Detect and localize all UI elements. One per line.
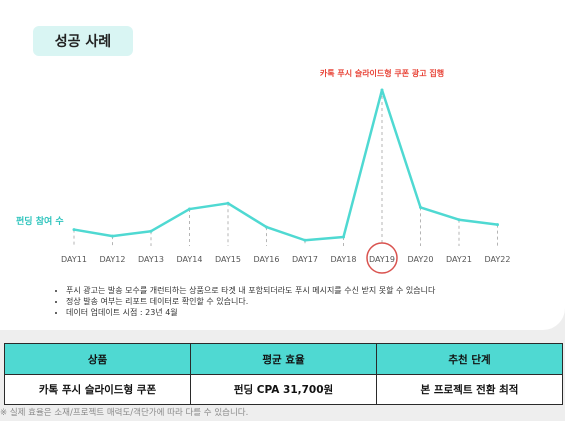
section-title: 성공 사례 [33, 26, 133, 56]
summary-table-wrap: 상품 평균 효율 추천 단계 카톡 푸시 슬라이드형 쿠폰 펀딩 CPA 31,… [4, 343, 563, 405]
data-point [457, 218, 461, 222]
x-tick-label: DAY20 [408, 255, 434, 264]
data-point [419, 205, 422, 209]
note-item: 푸시 광고는 발송 모수를 개런티하는 상품으로 타겟 내 포함되더라도 푸시 … [66, 285, 435, 296]
data-point [72, 228, 76, 232]
cell-product: 카톡 푸시 슬라이드형 쿠폰 [4, 374, 191, 405]
x-tick-label: DAY14 [177, 255, 203, 264]
y-axis-label: 펀딩 참여 수 [16, 215, 64, 227]
x-tick-label: DAY12 [100, 255, 126, 264]
table-header-row: 상품 평균 효율 추천 단계 [4, 343, 563, 375]
data-point [496, 223, 499, 227]
x-tick-label: DAY18 [331, 255, 357, 264]
data-point [111, 234, 114, 238]
line-chart: DAY11 DAY12 DAY13 DAY14 DAY15 DAY16 DAY17 DAY18… [16, 68, 511, 274]
content-card: 성공 사례 DAY11 DAY12 DAY13 DAY14 DAY15 DAY16 DAY1… [0, 0, 565, 330]
header-stage: 추천 단계 [376, 343, 563, 375]
data-point [188, 207, 191, 211]
peak-annotation: 카톡 푸시 슬라이드형 쿠폰 광고 집행 [320, 68, 444, 78]
note-item: 데이터 업데이트 시점 : 23년 4월 [66, 307, 435, 318]
x-tick-label: DAY15 [215, 255, 241, 264]
x-tick-label: DAY21 [446, 255, 472, 264]
header-efficiency: 평균 효율 [190, 343, 377, 375]
footnote: ※ 실제 효율은 소재/프로젝트 매력도/객단가에 따라 다를 수 있습니다. [0, 408, 249, 418]
data-point [380, 88, 384, 92]
data-point [226, 201, 230, 205]
x-tick-label: DAY16 [254, 255, 280, 264]
cell-efficiency: 펀딩 CPA 31,700원 [190, 374, 377, 405]
highlight-circle [366, 242, 398, 274]
cell-stage: 본 프로젝트 전환 최적 [376, 374, 563, 405]
table-row: 카톡 푸시 슬라이드형 쿠폰 펀딩 CPA 31,700원 본 프로젝트 전환 … [4, 374, 563, 405]
data-point [265, 225, 268, 229]
note-item: 정상 발송 여부는 리포트 데이터로 확인할 수 있습니다. [66, 296, 435, 307]
header-product: 상품 [4, 343, 191, 375]
series-line [73, 88, 498, 242]
x-tick-label: DAY22 [485, 255, 511, 264]
x-tick-label: DAY17 [292, 255, 318, 264]
data-point [342, 235, 345, 239]
x-tick-label: DAY13 [138, 255, 164, 264]
x-tick-label: DAY19 [369, 255, 395, 264]
notes-list: 푸시 광고는 발송 모수를 개런티하는 상품으로 타겟 내 포함되더라도 푸시 … [52, 285, 435, 318]
x-tick-label: DAY11 [61, 255, 87, 264]
summary-table: 상품 평균 효율 추천 단계 카톡 푸시 슬라이드형 쿠폰 펀딩 CPA 31,… [4, 343, 563, 405]
data-point [149, 229, 153, 233]
data-point [303, 238, 307, 242]
